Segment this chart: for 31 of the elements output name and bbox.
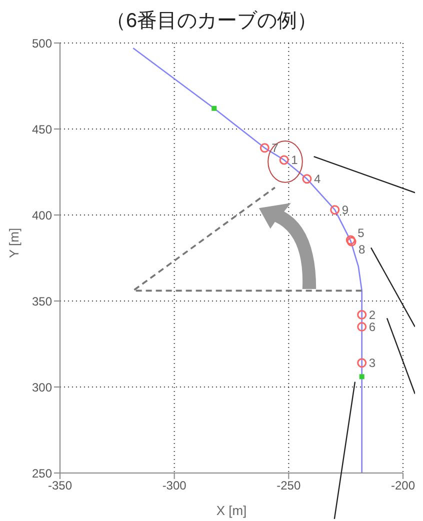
point: [302, 174, 312, 184]
point: [260, 143, 270, 153]
annotation: 3: [368, 356, 376, 370]
y-tick-label: 250: [32, 466, 52, 480]
annotation: 7: [272, 140, 279, 155]
point: [212, 106, 217, 111]
point: [357, 310, 367, 320]
y-axis-title: Y [m]: [6, 228, 22, 258]
annotation: 4: [314, 172, 321, 186]
x-tick-label: -350: [48, 478, 72, 493]
y-tick-label: 500: [32, 36, 52, 50]
annotation: 6: [368, 320, 376, 334]
x-tick-label: -250: [276, 478, 301, 493]
point: [357, 322, 367, 332]
x-tick-label: -300: [162, 478, 187, 493]
annotation: 8: [358, 242, 366, 257]
point: [359, 374, 364, 380]
annotation: 5: [358, 226, 365, 240]
x-axis-title: X [m]: [216, 503, 247, 518]
y-tick-label: 350: [32, 294, 52, 308]
x-tick-label: -200: [390, 478, 416, 493]
point: [357, 358, 367, 368]
y-tick-label: 300: [32, 380, 52, 394]
y-tick-label: 450: [32, 122, 52, 136]
annotation: 2: [368, 308, 376, 322]
annotation: 9: [342, 202, 349, 217]
point: [279, 155, 289, 165]
chart-title: （6番目のカーブの例）: [104, 9, 318, 34]
point: [330, 205, 340, 215]
y-tick-label: 400: [32, 208, 52, 222]
annotation: 1: [291, 152, 298, 167]
